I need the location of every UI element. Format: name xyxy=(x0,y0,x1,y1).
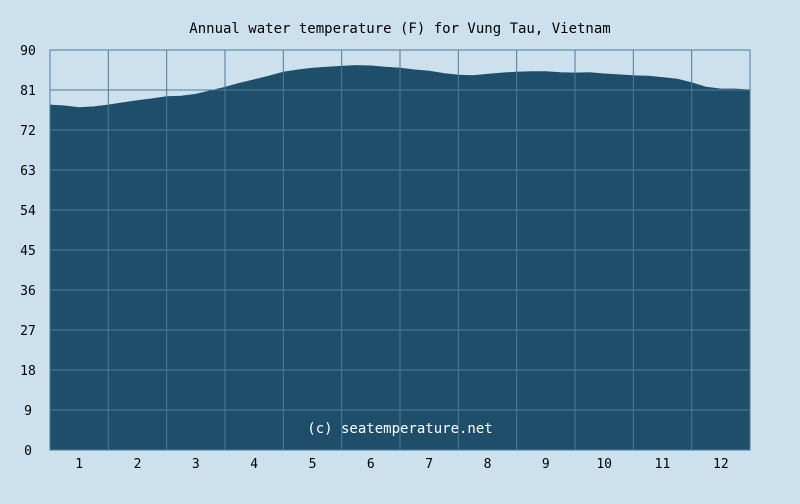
y-tick-label: 90 xyxy=(20,44,36,59)
y-tick-label: 81 xyxy=(20,84,36,99)
plot-border xyxy=(49,49,751,451)
y-tick-label: 0 xyxy=(24,444,32,459)
x-tick-label: 4 xyxy=(250,457,258,472)
x-tick-label: 8 xyxy=(484,457,492,472)
y-axis-ticks: 0 9 18 27 36 45 54 63 72 81 90 xyxy=(20,44,36,459)
y-tick-label: 72 xyxy=(20,124,36,139)
x-tick-label: 9 xyxy=(542,457,550,472)
y-tick-label: 36 xyxy=(20,284,36,299)
y-tick-label: 45 xyxy=(20,244,36,259)
y-tick-label: 27 xyxy=(20,324,36,339)
x-tick-label: 3 xyxy=(192,457,200,472)
grid-layer xyxy=(49,49,751,451)
chart-title: Annual water temperature (F) for Vung Ta… xyxy=(189,21,610,37)
x-tick-label: 7 xyxy=(425,457,433,472)
x-tick-label: 6 xyxy=(367,457,375,472)
y-tick-label: 63 xyxy=(20,164,36,179)
x-tick-label: 5 xyxy=(309,457,317,472)
y-tick-label: 54 xyxy=(20,204,36,219)
x-tick-label: 11 xyxy=(655,457,671,472)
y-tick-label: 9 xyxy=(24,404,32,419)
x-axis-ticks: 1 2 3 4 5 6 7 8 9 10 11 12 xyxy=(75,457,728,472)
x-tick-label: 2 xyxy=(134,457,142,472)
x-tick-label: 12 xyxy=(713,457,729,472)
x-tick-label: 10 xyxy=(596,457,612,472)
x-tick-label: 1 xyxy=(75,457,83,472)
y-tick-label: 18 xyxy=(20,364,36,379)
watermark-text: (c) seatemperature.net xyxy=(307,421,492,437)
